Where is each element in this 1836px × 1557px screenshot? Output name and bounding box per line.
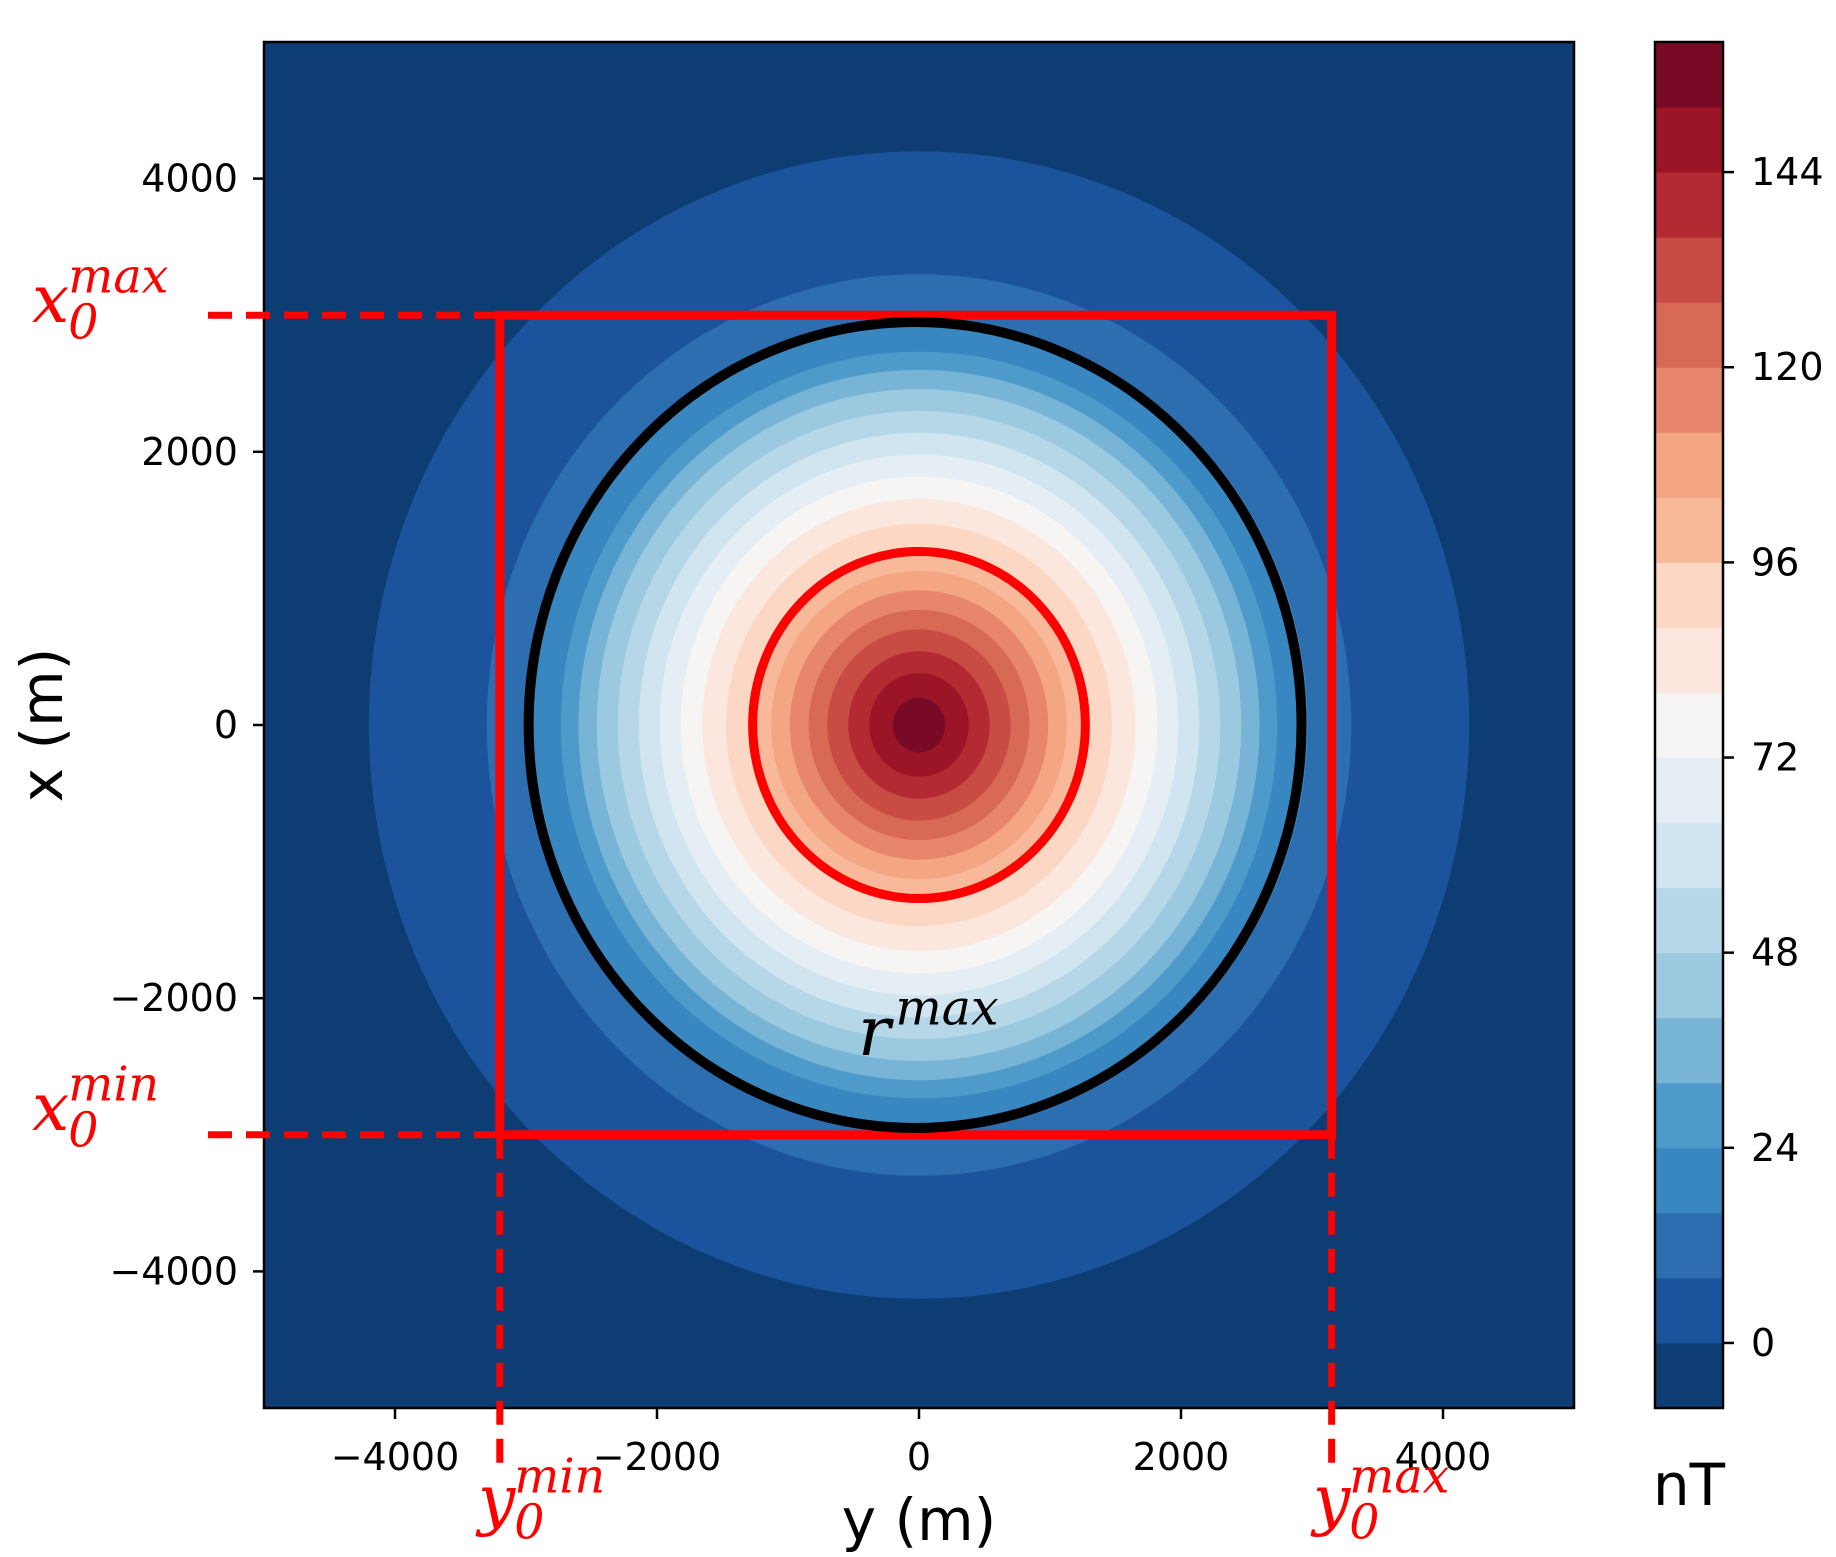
contour-band xyxy=(892,697,946,753)
x0-max-label-sub: 0 xyxy=(68,296,98,351)
colorbar-band xyxy=(1655,692,1723,759)
colorbar: 0 24 48 72 96 120 144 xyxy=(1653,40,1824,1410)
inner-red-circle xyxy=(748,547,1090,903)
y-tick-label: 0 xyxy=(214,703,238,747)
x0-max-label-sup: max xyxy=(68,249,168,304)
y-tick-label: −2000 xyxy=(109,976,238,1020)
colorbar-tick-label: 48 xyxy=(1751,931,1799,975)
r-max-label: r max xyxy=(858,979,999,1072)
colorbar-band xyxy=(1655,1212,1723,1279)
colorbar-band xyxy=(1655,42,1723,108)
x0-max-label-base: x xyxy=(32,261,69,338)
colorbar-band xyxy=(1655,627,1723,693)
colorbar-band xyxy=(1655,172,1723,238)
colorbar-band xyxy=(1655,1017,1723,1084)
colorbar-band xyxy=(1655,367,1723,433)
x-axis-label: y (m) xyxy=(842,1486,997,1554)
colorbar-band xyxy=(1655,302,1723,368)
colorbar-band xyxy=(1655,432,1723,498)
colorbar-band xyxy=(1655,1342,1723,1409)
colorbar-band xyxy=(1655,952,1723,1019)
colorbar-band xyxy=(1655,757,1723,824)
y0-min-label-sub: 0 xyxy=(514,1496,544,1551)
colorbar-tick-label: 120 xyxy=(1751,345,1824,389)
x-tick-label: 4000 xyxy=(1395,1435,1492,1479)
y0-max-label-sub: 0 xyxy=(1349,1496,1379,1551)
colorbar-band xyxy=(1655,887,1723,954)
colorbar-tick-label: 96 xyxy=(1751,540,1799,584)
annotation-overlays xyxy=(208,310,1337,1472)
y-tick-label: 4000 xyxy=(141,157,238,201)
colorbar-band xyxy=(1655,562,1723,628)
x-tick-label: −2000 xyxy=(593,1435,722,1479)
search-region-rectangle xyxy=(495,310,1337,1140)
r-max-circle xyxy=(523,317,1307,1133)
colorbar-band xyxy=(1655,1277,1723,1344)
contour-field xyxy=(264,42,1574,1408)
y0-min-label-sup: min xyxy=(514,1449,605,1504)
colorbar-frame xyxy=(1653,40,1725,1410)
colorbar-band xyxy=(1655,1147,1723,1214)
y0-min-label-base: y xyxy=(475,1461,516,1538)
colorbar-tick-label: 72 xyxy=(1751,736,1799,780)
x0-min-label-sub: 0 xyxy=(68,1104,98,1159)
x-tick-label: 0 xyxy=(907,1435,931,1479)
y-tick-label: −4000 xyxy=(109,1249,238,1293)
colorbar-band xyxy=(1655,822,1723,889)
colorbar-band xyxy=(1655,1082,1723,1149)
y-axis-label: x (m) xyxy=(8,648,76,803)
colorbar-label: nT xyxy=(1653,1451,1726,1519)
r-max-label-base: r xyxy=(858,993,894,1072)
r-max-label-sup: max xyxy=(895,979,998,1036)
colorbar-band xyxy=(1655,497,1723,563)
x-tick-label: 2000 xyxy=(1133,1435,1230,1479)
colorbar-band xyxy=(1655,107,1723,173)
y-axis-ticks: −4000 −2000 0 2000 4000 xyxy=(109,157,264,1293)
colorbar-tick-label: 144 xyxy=(1751,150,1824,194)
colorbar-tick-label: 24 xyxy=(1751,1126,1799,1170)
x0-min-label-sup: min xyxy=(68,1057,159,1112)
colorbar-tick-label: 0 xyxy=(1751,1321,1775,1365)
y0-max-label-base: y xyxy=(1310,1461,1351,1538)
y-tick-label: 2000 xyxy=(141,430,238,474)
y0-max-label-sup: max xyxy=(1349,1449,1449,1504)
x0-min-label-base: x xyxy=(32,1069,69,1146)
colorbar-band xyxy=(1655,237,1723,303)
x-axis-ticks: −4000 −2000 0 2000 4000 xyxy=(331,1408,1492,1479)
x-tick-label: −4000 xyxy=(331,1435,460,1479)
